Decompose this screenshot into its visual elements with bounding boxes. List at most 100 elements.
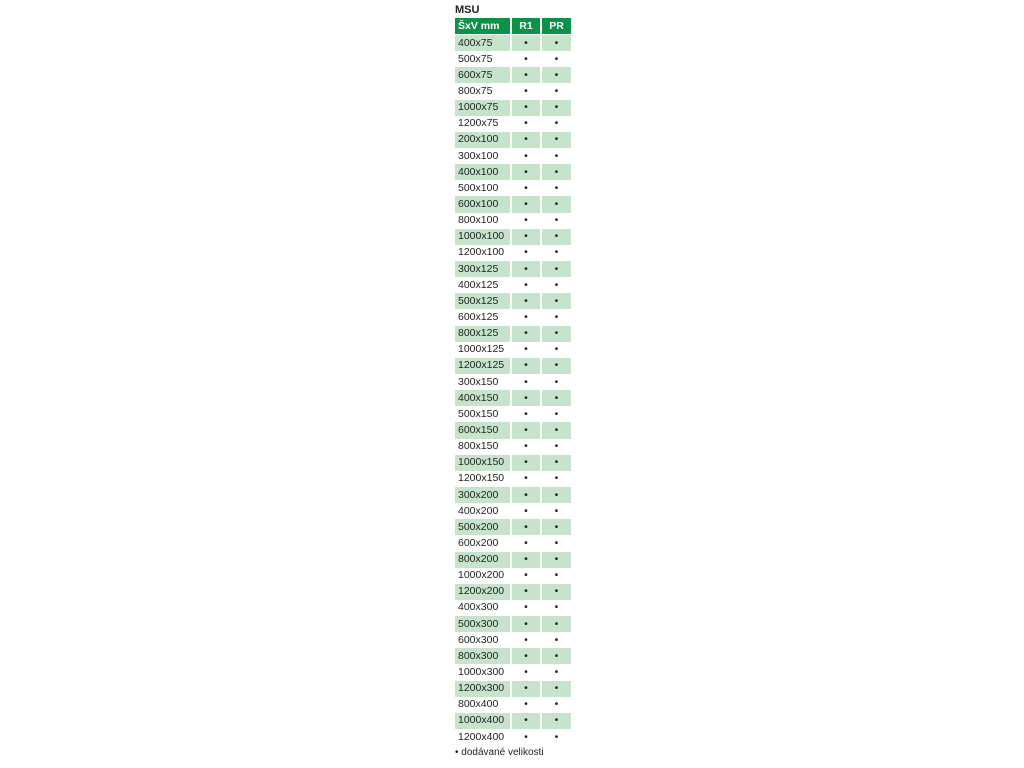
table-row: 1200x150 • • xyxy=(455,471,571,487)
size-cell: 500x200 xyxy=(455,519,510,536)
pr-cell: • xyxy=(542,99,571,116)
pr-cell: • xyxy=(542,196,571,213)
table-row: 500x100 • • xyxy=(455,180,571,196)
size-cell: 800x300 xyxy=(455,648,510,665)
r1-cell: • xyxy=(524,536,528,549)
r1-cell: • xyxy=(512,712,540,730)
pr-cell: • xyxy=(554,214,559,227)
table-row: 1000x300 • • xyxy=(455,664,571,680)
msu-size-table-block: MSU ŠxV mm R1 PR 400x75 • • 500x75 • • 600x75 •… xyxy=(455,4,573,758)
size-cell: 500x150 xyxy=(458,407,499,420)
table-row: 1200x125 • • xyxy=(455,357,571,374)
r1-cell: • xyxy=(512,680,540,697)
size-cell: 500x300 xyxy=(455,616,510,633)
size-cell: 500x100 xyxy=(458,181,499,194)
pr-cell: • xyxy=(554,601,559,614)
pr-cell: • xyxy=(554,504,559,517)
pr-cell: • xyxy=(554,246,559,259)
size-cell: 600x300 xyxy=(458,633,499,646)
size-cell: 400x200 xyxy=(458,504,499,517)
table-row: 600x300 • • xyxy=(455,632,571,648)
r1-cell: • xyxy=(524,440,528,453)
table-row: 1000x400 • • xyxy=(455,712,571,730)
size-cell: 400x300 xyxy=(458,601,499,614)
pr-cell: • xyxy=(542,260,571,278)
table-row: 1000x150 • • xyxy=(455,454,571,471)
size-cell: 400x100 xyxy=(455,164,510,181)
pr-cell: • xyxy=(554,84,559,97)
r1-cell: • xyxy=(524,84,528,97)
r1-cell: • xyxy=(512,616,540,633)
size-cell: 1000x400 xyxy=(455,712,510,730)
size-cell: 1000x125 xyxy=(458,343,505,356)
table-row: 500x125 • • xyxy=(455,293,571,310)
r1-cell: • xyxy=(524,181,528,194)
table-row: 600x150 • • xyxy=(455,422,571,439)
size-cell: 300x150 xyxy=(458,375,499,388)
pr-cell: • xyxy=(542,616,571,633)
r1-cell: • xyxy=(524,117,528,130)
column-header-pr: PR xyxy=(542,18,571,35)
pr-cell: • xyxy=(554,407,559,420)
table-row: 400x75 • • xyxy=(455,35,571,52)
table-row: 1200x75 • • xyxy=(455,116,571,132)
size-cell: 400x150 xyxy=(455,390,510,407)
table-row: 600x125 • • xyxy=(455,309,571,325)
table-row: 1000x75 • • xyxy=(455,99,571,116)
r1-cell: • xyxy=(512,67,540,84)
table-row: 500x75 • • xyxy=(455,51,571,67)
size-cell: 1000x150 xyxy=(455,454,510,471)
size-cell: 1200x100 xyxy=(458,246,505,259)
pr-cell: • xyxy=(542,67,571,84)
table-row: 1000x200 • • xyxy=(455,568,571,584)
r1-cell: • xyxy=(524,407,528,420)
pr-cell: • xyxy=(542,164,571,181)
size-cell: 1200x400 xyxy=(458,730,505,743)
pr-cell: • xyxy=(542,648,571,665)
size-cell: 1200x75 xyxy=(458,117,499,130)
table-row: 1000x125 • • xyxy=(455,342,571,358)
pr-cell: • xyxy=(542,680,571,697)
size-cell: 400x75 xyxy=(455,35,510,52)
pr-cell: • xyxy=(554,698,559,711)
size-cell: 200x100 xyxy=(455,131,510,148)
table-row: 500x150 • • xyxy=(455,406,571,422)
pr-cell: • xyxy=(554,117,559,130)
pr-cell: • xyxy=(542,35,571,52)
size-cell: 600x100 xyxy=(455,196,510,213)
size-cell: 600x200 xyxy=(458,536,499,549)
pr-cell: • xyxy=(542,228,571,245)
pr-cell: • xyxy=(542,712,571,730)
size-cell: 500x75 xyxy=(458,52,493,65)
pr-cell: • xyxy=(554,440,559,453)
table-row: 1200x200 • • xyxy=(455,583,571,600)
pr-cell: • xyxy=(542,422,571,439)
r1-cell: • xyxy=(512,260,540,278)
column-header-size: ŠxV mm xyxy=(455,18,510,35)
pr-cell: • xyxy=(542,519,571,536)
size-cell: 600x150 xyxy=(455,422,510,439)
r1-cell: • xyxy=(524,375,528,388)
pr-cell: • xyxy=(542,486,571,504)
header-row: ŠxV mm R1 PR xyxy=(455,18,571,35)
size-cell: 1200x200 xyxy=(455,583,510,600)
size-cell: 1000x75 xyxy=(455,99,510,116)
pr-cell: • xyxy=(554,472,559,485)
pr-cell: • xyxy=(542,131,571,148)
size-cell: 1000x300 xyxy=(458,666,505,679)
table-title: MSU xyxy=(455,4,480,16)
size-cell: 400x125 xyxy=(458,278,499,291)
r1-cell: • xyxy=(512,325,540,342)
table-row: 300x150 • • xyxy=(455,374,571,390)
r1-cell: • xyxy=(512,551,540,568)
pr-cell: • xyxy=(554,633,559,646)
table-row: 1000x100 • • xyxy=(455,228,571,245)
table-row: 800x125 • • xyxy=(455,325,571,342)
r1-cell: • xyxy=(512,648,540,665)
size-cell: 300x100 xyxy=(458,149,499,162)
r1-cell: • xyxy=(512,35,540,52)
pr-cell: • xyxy=(554,536,559,549)
pr-cell: • xyxy=(542,454,571,471)
size-cell: 300x200 xyxy=(455,486,510,504)
r1-cell: • xyxy=(524,730,528,743)
